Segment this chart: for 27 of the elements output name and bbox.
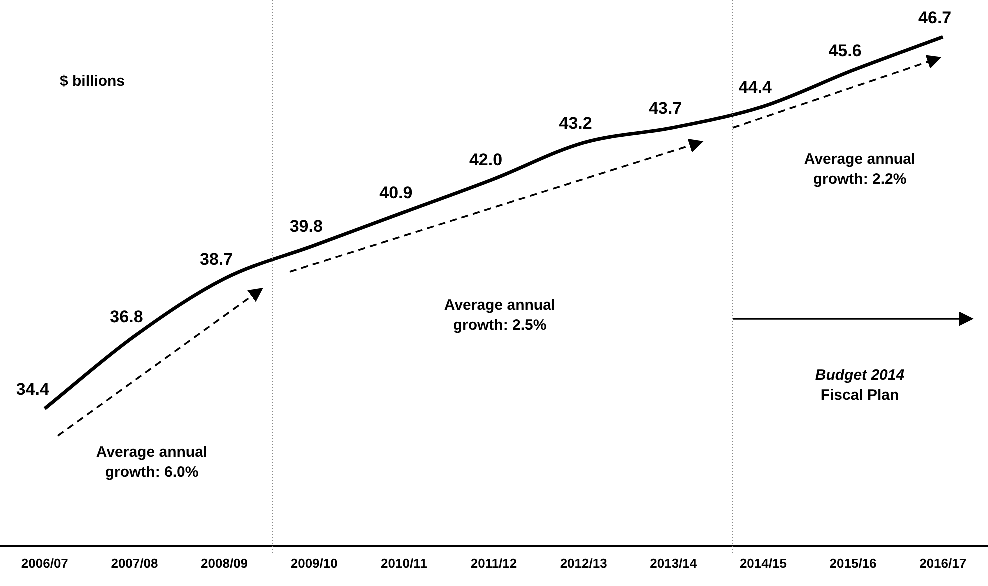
text: Average annual growth: 6.0% bbox=[95, 443, 209, 483]
data-label: 38.7 bbox=[200, 250, 234, 270]
annotation: $ billions bbox=[60, 72, 126, 92]
data-label: 45.6 bbox=[828, 42, 862, 61]
x-tick-label: 2014/15 bbox=[740, 556, 787, 571]
data-label: 42.0 bbox=[469, 150, 503, 170]
data-label: 36.8 bbox=[110, 308, 144, 327]
x-tick-label: 2009/10 bbox=[290, 556, 338, 571]
data-label: 40.9 bbox=[380, 184, 413, 203]
x-tick-label: 2010/11 bbox=[381, 556, 428, 571]
annotation: Average annual growth: 2.2% bbox=[803, 150, 917, 190]
x-tick-label: 2011/12 bbox=[470, 556, 518, 571]
x-tick-label: 2007/08 bbox=[111, 556, 158, 571]
annotation: Average annual growth: 2.5% bbox=[443, 296, 557, 336]
data-label: 39.8 bbox=[290, 216, 323, 236]
data-label: 34.4 bbox=[16, 380, 50, 400]
x-tick-label: 2006/07 bbox=[21, 556, 68, 571]
x-tick-label: 2013/14 bbox=[650, 556, 698, 571]
data-label: 43.7 bbox=[649, 99, 682, 118]
x-tick-label: 2016/17 bbox=[920, 556, 967, 571]
data-label: 43.2 bbox=[559, 114, 592, 134]
data-label: 46.7 bbox=[918, 8, 952, 28]
x-tick-label: 2008/09 bbox=[201, 556, 248, 571]
x-tick-label: 2015/16 bbox=[830, 556, 877, 571]
annotation: Budget 2014 Fiscal Plan bbox=[814, 366, 906, 406]
x-tick-label: 2012/13 bbox=[560, 556, 608, 571]
data-label: 44.4 bbox=[738, 78, 773, 97]
